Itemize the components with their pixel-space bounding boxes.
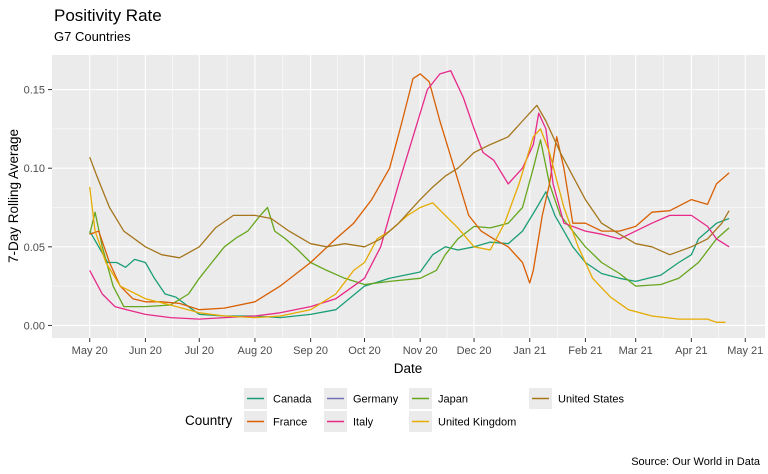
x-tick-label: Jul 20 (185, 345, 214, 357)
legend-label-japan: Japan (438, 394, 468, 406)
series-line-italy (89, 70, 730, 320)
series-line-canada (89, 191, 730, 319)
legend-label-canada: Canada (273, 394, 312, 406)
x-tick-label: Feb 21 (568, 345, 602, 357)
legend-label-germany: Germany (353, 394, 399, 406)
chart-title: Positivity Rate (54, 6, 162, 25)
series-line-united-states (89, 104, 730, 259)
y-tick-label: 0.00 (24, 320, 45, 332)
x-tick-label: May 21 (727, 345, 763, 357)
series-line-japan (89, 139, 730, 308)
x-tick-label: Oct 20 (348, 345, 380, 357)
x-tick-label: Dec 20 (457, 345, 492, 357)
x-tick-label: Mar 21 (619, 345, 653, 357)
grid-minor (52, 55, 765, 338)
legend-title: Country (185, 413, 233, 428)
series-line-united-kingdom (89, 128, 726, 323)
tick-layer: May 20 Jun 20 Jul 20 Aug 20 Sep 20 Oct 20 Nov … (24, 85, 764, 357)
x-axis-title: Date (394, 361, 423, 376)
x-tick-label: Apr 21 (675, 345, 707, 357)
chart-subtitle: G7 Countries (54, 29, 131, 44)
y-tick-label: 0.10 (24, 163, 45, 175)
legend: Canada France Germany Italy Japan United King… (244, 388, 625, 432)
x-tick-label: Jan 21 (513, 345, 546, 357)
x-tick-label: Jun 20 (129, 345, 162, 357)
x-tick-label: Nov 20 (403, 345, 438, 357)
legend-label-france: France (273, 417, 307, 429)
legend-label-united-kingdom: United Kingdom (438, 417, 516, 429)
source-caption: Source: Our World in Data (631, 456, 761, 468)
x-tick-label: Sep 20 (293, 345, 328, 357)
series-layer (89, 70, 730, 323)
x-tick-label: Aug 20 (238, 345, 273, 357)
x-tick-label: May 20 (72, 345, 108, 357)
legend-label-united-states: United States (558, 394, 625, 406)
plot-panel (52, 55, 765, 338)
y-tick-label: 0.05 (24, 242, 45, 254)
grid-major (52, 55, 765, 338)
y-axis-title: 7-Day Rolling Average (6, 129, 21, 263)
legend-label-italy: Italy (353, 417, 374, 429)
y-tick-label: 0.15 (24, 85, 45, 97)
